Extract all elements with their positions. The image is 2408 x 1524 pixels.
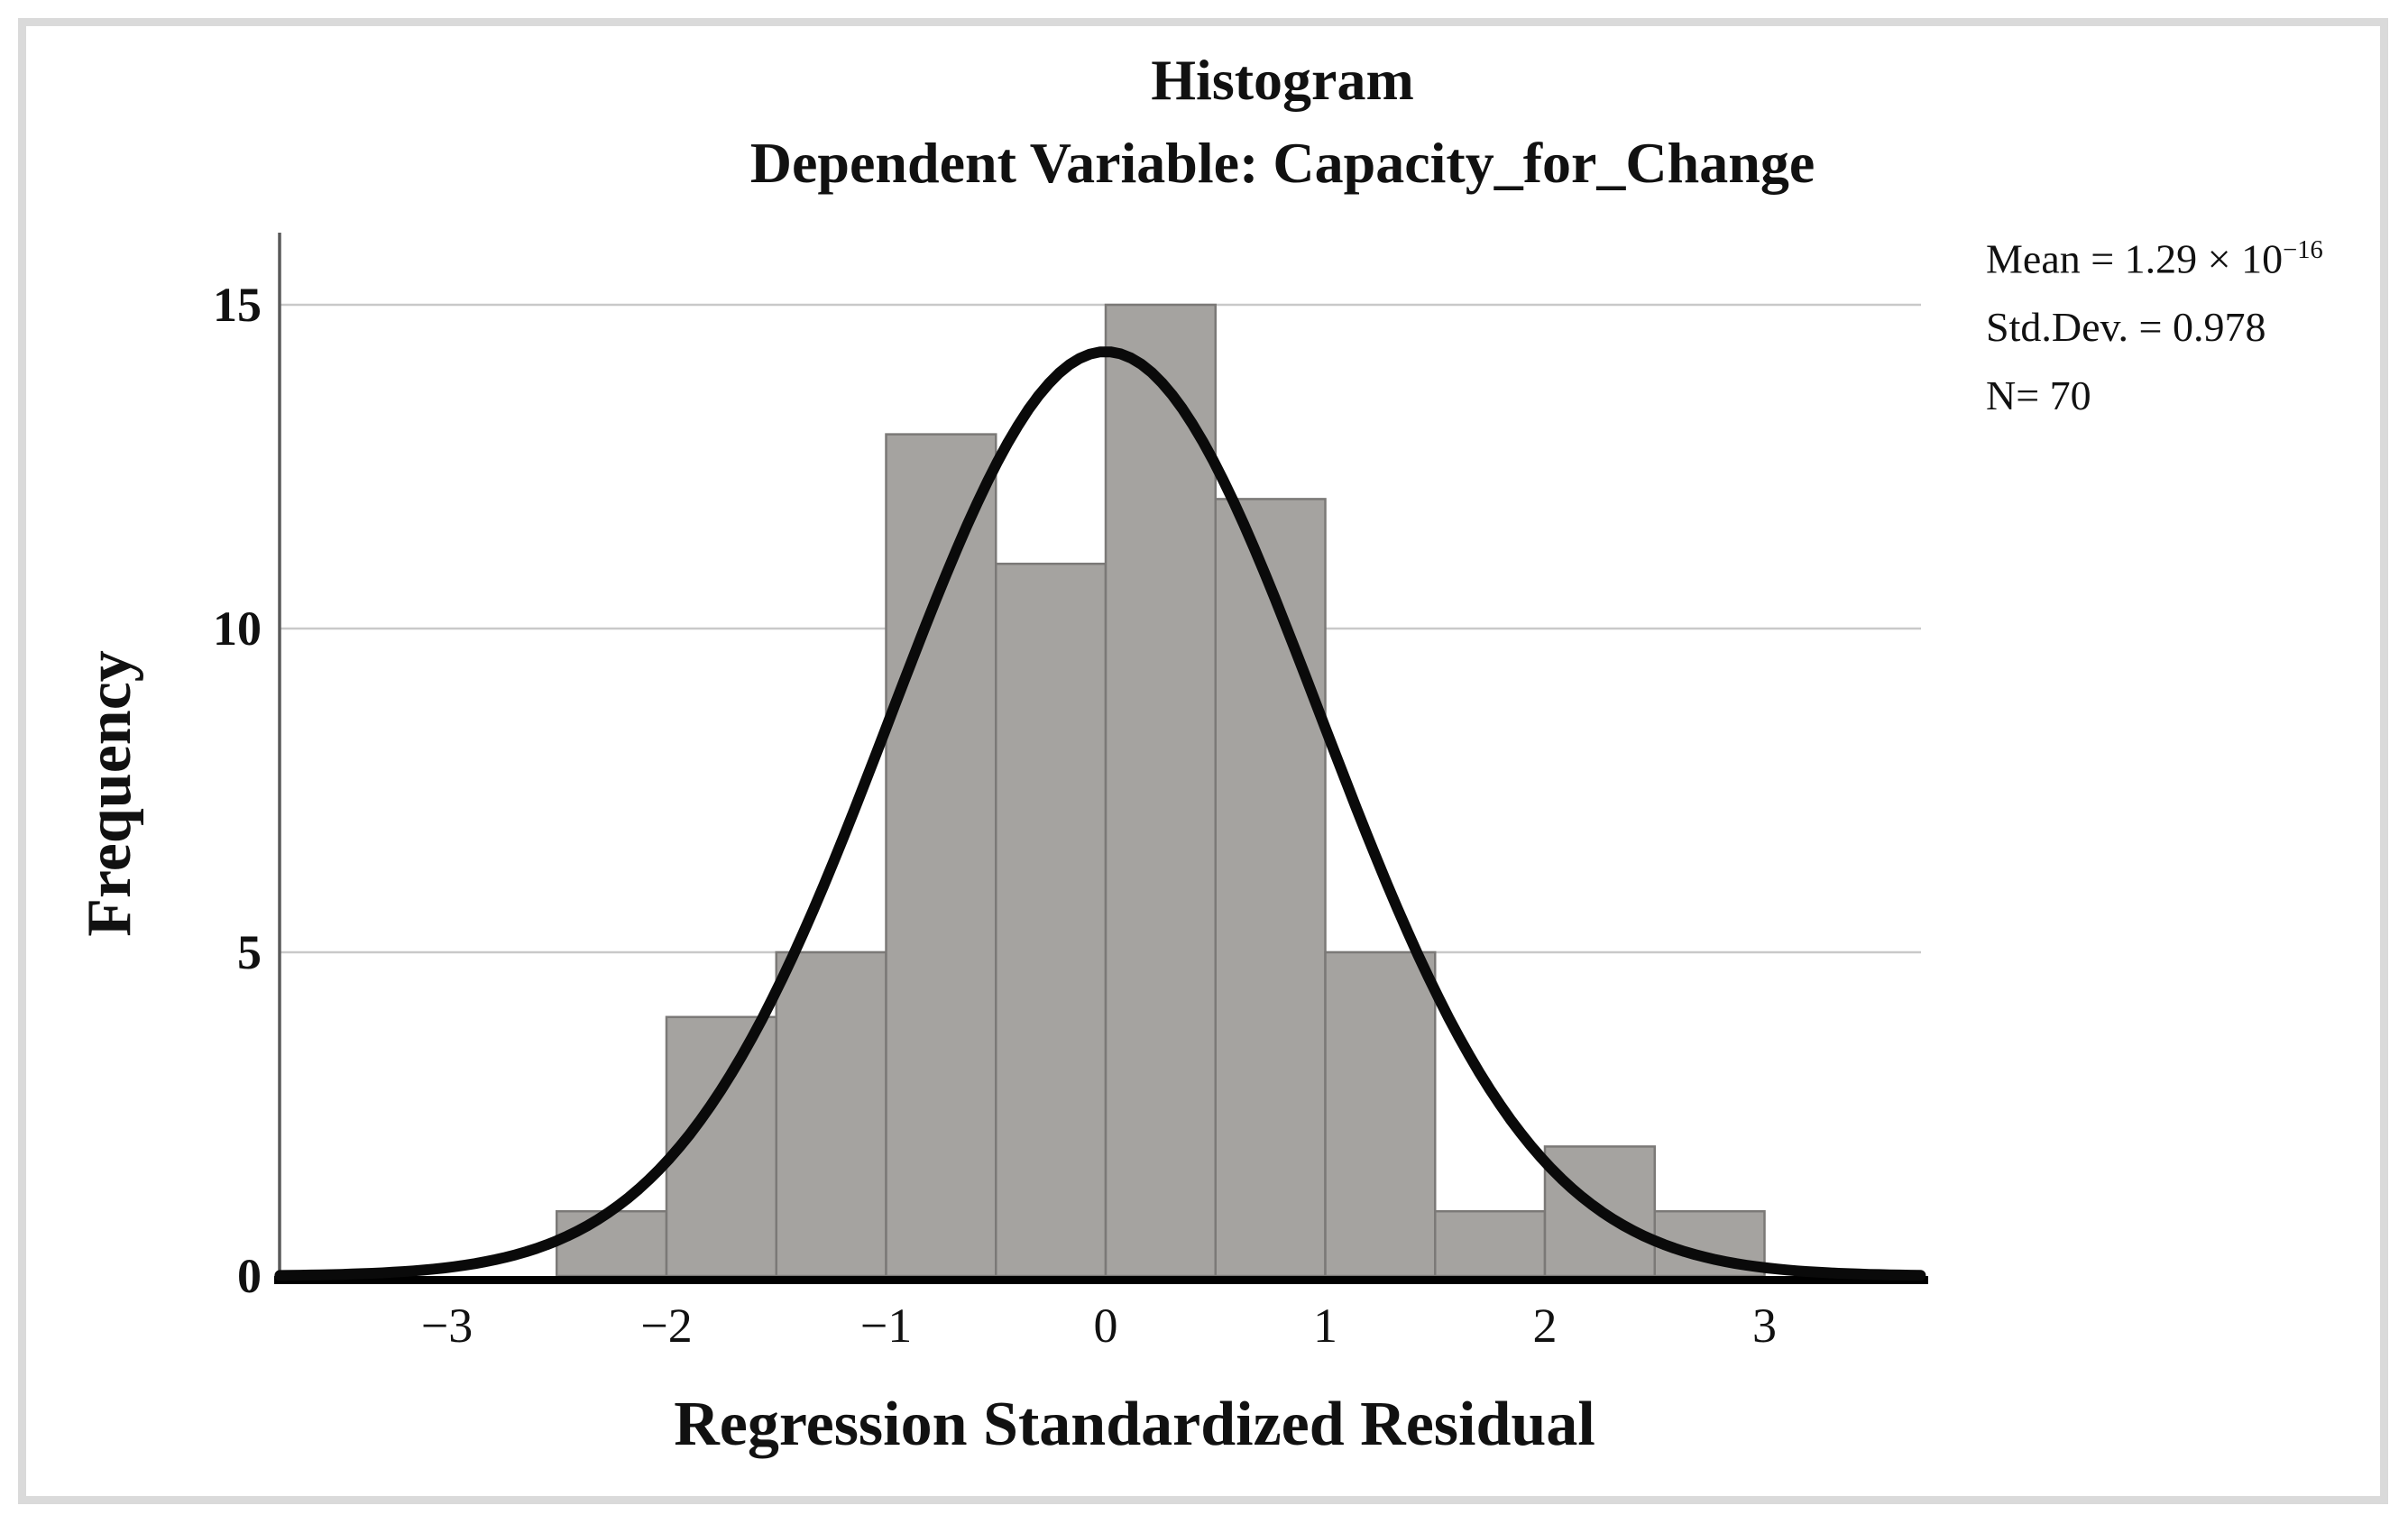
y-tick-label-0: 0 — [237, 1249, 262, 1303]
histogram-bar — [1214, 498, 1327, 1278]
y-tick-label-5: 5 — [237, 925, 262, 979]
x-axis-title: Regression Standardized Residual — [674, 1390, 1595, 1459]
stat-mean: Mean = 1.29 × 10−16 — [1986, 216, 2323, 293]
stat-n: N= 70 — [1986, 372, 2091, 419]
histogram-bar — [1434, 1209, 1547, 1278]
x-tick-label-0: 0 — [1094, 1299, 1118, 1353]
histogram-bar — [995, 562, 1107, 1278]
x-tick-label--3: −3 — [421, 1299, 473, 1353]
stat-mean-exponent: −16 — [2283, 236, 2323, 264]
x-tick-label--1: −1 — [860, 1299, 912, 1353]
normal-curve — [274, 346, 1926, 1281]
histogram-bar — [775, 950, 887, 1278]
x-axis-line — [274, 1276, 1928, 1284]
chart-subtitle: Dependent Variable: Capacity_for_Change — [749, 131, 1815, 195]
histogram-bar — [1104, 303, 1217, 1278]
figure-border — [18, 18, 2388, 1504]
x-tick-label-3: 3 — [1752, 1299, 1777, 1353]
x-tick-label-1: 1 — [1313, 1299, 1337, 1353]
stat-std-dev: Std.Dev. = 0.978 — [1986, 304, 2266, 351]
histogram-bar — [556, 1209, 668, 1278]
stat-mean-value: Mean = 1.29 × 10 — [1986, 235, 2284, 282]
y-tick-label-15: 15 — [213, 278, 262, 332]
y-tick-label-10: 10 — [213, 601, 262, 656]
chart-title: Histogram — [1151, 48, 1414, 112]
x-tick-label--2: −2 — [640, 1299, 692, 1353]
histogram-bar — [1324, 950, 1437, 1278]
x-tick-label-2: 2 — [1533, 1299, 1558, 1353]
stats-annotation: Mean = 1.29 × 10−16 Std.Dev. = 0.978 N= … — [1986, 216, 2323, 430]
histogram-bar — [885, 433, 997, 1278]
